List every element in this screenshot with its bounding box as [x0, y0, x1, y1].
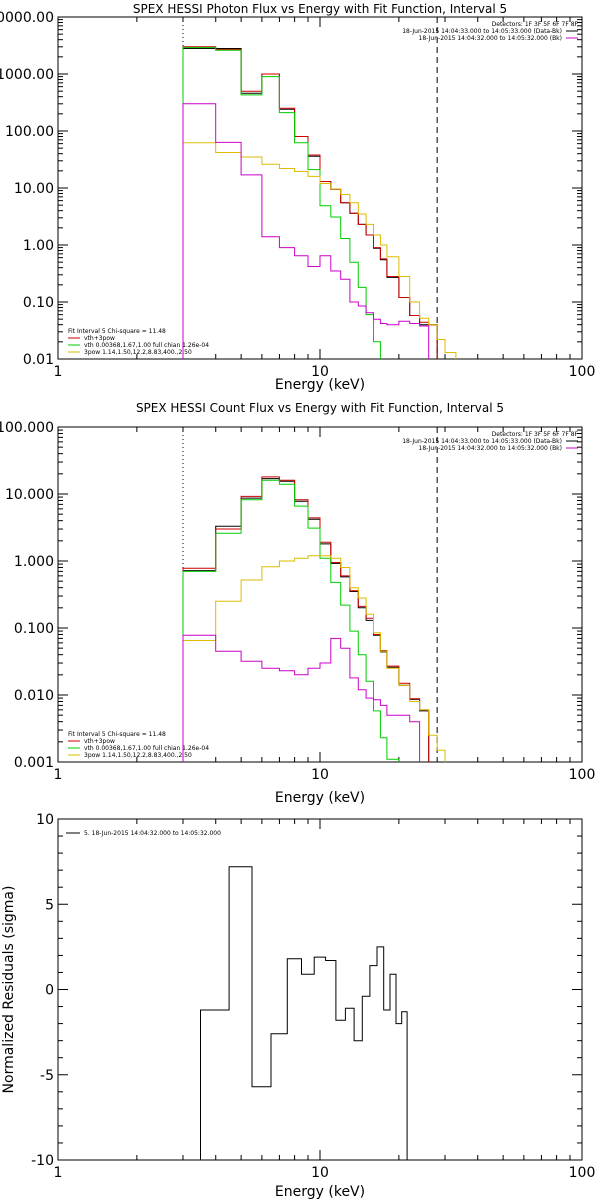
x-tick-label: 100	[569, 364, 596, 380]
y-tick-label: 10	[36, 812, 54, 828]
legend-entry: 18-Jun-2015 14:04:33.000 to 14:05:33.000…	[402, 438, 562, 445]
series-line-data-bk	[182, 478, 430, 762]
y-tick-label: 1.00	[23, 238, 54, 254]
legend-entry: vth 0.00368,1.67,1.00 full chian 1.26e-0…	[84, 342, 209, 349]
x-tick-label: 1	[54, 1165, 63, 1181]
series-line-vth	[182, 47, 381, 359]
legend-detectors: Detectors: 1F 3F 5F 6F 7F 8F	[492, 21, 579, 28]
x-tick-label: 1	[54, 767, 63, 783]
chart-title: SPEX HESSI Count Flux vs Energy with Fit…	[136, 401, 504, 415]
chart-panel-1: SPEX HESSI Photon Flux vs Energy with Fi…	[0, 2, 595, 393]
y-axis-label: Normalized Residuals (sigma)	[1, 886, 17, 1094]
series-line-bk	[182, 634, 421, 762]
y-tick-label: 0.001	[14, 755, 54, 771]
x-tick-label: 100	[569, 767, 596, 783]
series-line-5-18-jun-2015-14-04-32-000-to-14-05-32-000	[182, 866, 416, 1160]
legend-detectors: Detectors: 1F 3F 5F 6F 7F 8F	[492, 431, 579, 438]
y-tick-label: 0.01	[23, 352, 54, 368]
y-tick-label: 5	[45, 897, 54, 913]
y-tick-label: -5	[40, 1068, 54, 1084]
legend-fit-header: Fit Interval 5 Chi-square = 11.48	[68, 328, 166, 335]
series-line-vth-3pow	[182, 476, 430, 762]
y-tick-label: 0	[45, 983, 54, 999]
legend-entry: 18-Jun-2015 14:04:33.000 to 14:05:33.000…	[402, 28, 562, 35]
legend-entry: 18-Jun-2015 14:04:32.000 to 14:05:32.000…	[419, 445, 562, 452]
x-tick-label: 10	[311, 1165, 329, 1181]
x-tick-label: 100	[569, 1165, 596, 1181]
legend-entry: 18-Jun-2015 14:04:32.000 to 14:05:32.000…	[419, 35, 562, 42]
x-tick-label: 10	[311, 767, 329, 783]
y-tick-label: 10.000	[5, 487, 54, 503]
y-tick-label: 100.000	[0, 420, 54, 436]
series-line-3pow	[182, 142, 457, 359]
series-line-data-bk	[182, 48, 438, 359]
plot-frame	[57, 818, 583, 1161]
legend-entry: vth+3pow	[84, 738, 115, 745]
y-tick-label: 0.100	[14, 621, 54, 637]
y-tick-label: 10.00	[14, 181, 54, 197]
legend-fit-header: Fit Interval 5 Chi-square = 11.48	[68, 731, 166, 738]
series-line-bk	[182, 103, 430, 359]
x-tick-label: 1	[54, 364, 63, 380]
series-line-3pow	[182, 555, 446, 762]
chart-title: SPEX HESSI Photon Flux vs Energy with Fi…	[133, 2, 507, 16]
y-tick-label: 0.10	[23, 295, 54, 311]
legend-entry: 3pow 1.14,1.50,12.2,8.83,400.,2.50	[84, 349, 192, 356]
legend-entry: 3pow 1.14,1.50,12.2,8.83,400.,2.50	[84, 752, 192, 759]
y-tick-label: 10000.00	[0, 10, 54, 26]
plot-frame	[57, 426, 583, 763]
chart-panel-3: 1 10 100 Energy (keV) -10 -5 0 5 10 Normalized Re…	[1, 812, 595, 1200]
legend-entry: vth 0.00368,1.67,1.00 full chian 1.26e-0…	[84, 745, 209, 752]
y-tick-label: 100.00	[5, 124, 54, 140]
series-line-vth	[182, 479, 400, 762]
x-tick-label: 10	[311, 364, 329, 380]
y-tick-label: 1000.00	[0, 67, 54, 83]
y-tick-label: 1.000	[14, 554, 54, 570]
x-axis-label: Energy (keV)	[275, 1184, 365, 1200]
y-tick-label: 0.010	[14, 688, 54, 704]
x-axis-label: Energy (keV)	[275, 790, 365, 806]
legend-entry: 5. 18-Jun-2015 14:04:32.000 to 14:05:32.…	[84, 830, 221, 837]
series-group	[182, 866, 416, 1160]
series-group	[182, 476, 446, 762]
chart-panel-2: SPEX HESSI Count Flux vs Energy with Fit…	[0, 401, 595, 806]
y-tick-label: -10	[31, 1153, 54, 1169]
series-line-vth-3pow	[182, 46, 438, 359]
series-group	[182, 46, 457, 359]
legend-entry: vth+3pow	[84, 335, 115, 342]
x-axis-label: Energy (keV)	[275, 377, 365, 393]
